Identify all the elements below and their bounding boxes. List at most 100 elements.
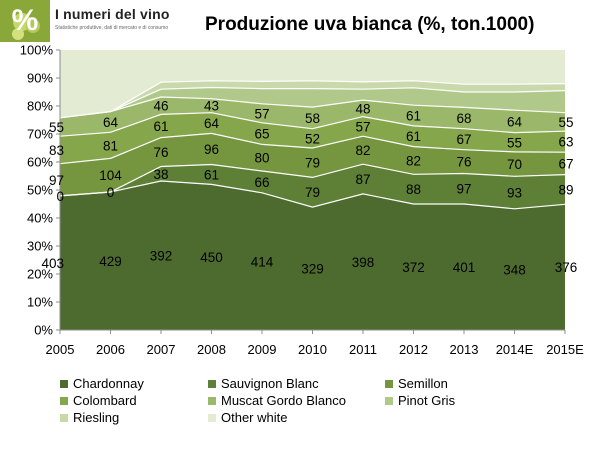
data-label-chardonnay: 401 <box>453 260 476 275</box>
boundary-line-riesling <box>59 80 566 119</box>
legend-item-sauvignon-blanc: Sauvignon Blanc <box>208 376 319 391</box>
area-semillon <box>60 133 565 196</box>
data-label-colombard: 81 <box>103 138 118 153</box>
series-boundary-lines <box>59 80 566 210</box>
legend-label: Muscat Gordo Blanco <box>221 393 347 408</box>
x-tick-label: 2014E <box>496 342 534 357</box>
data-label-colombard: 55 <box>507 135 522 150</box>
data-label-sauvignon-blanc: 89 <box>558 182 573 197</box>
legend-swatch <box>208 396 216 405</box>
legend-swatch <box>60 413 68 422</box>
data-label-sauvignon-blanc: 61 <box>204 167 219 182</box>
data-label-chardonnay: 403 <box>41 256 64 271</box>
y-tick-label: 40% <box>27 211 53 226</box>
data-label-semillon: 76 <box>153 145 168 160</box>
logo-subtitle: Statistiche produttive, dati di mercato … <box>55 25 169 31</box>
legend-label: Semillon <box>398 376 448 391</box>
y-tick-label: 60% <box>27 155 53 170</box>
data-label-chardonnay: 414 <box>251 254 274 269</box>
data-label-colombard: 61 <box>406 129 421 144</box>
legend-swatch <box>60 379 68 388</box>
data-label-muscat-gordo-blanco: 57 <box>254 106 269 121</box>
stacked-area-chart: 0% 10% 20% 30% 40% 50% 60% 70% 80% 90% 100% 2005 200… <box>20 43 584 358</box>
y-tick-label: 80% <box>27 99 53 114</box>
legend-item-other-white: Other white <box>208 410 287 425</box>
data-label-colombard: 67 <box>456 132 471 147</box>
boundary-line-muscat-gordo-blanco <box>59 96 566 119</box>
x-tick-label: 2013 <box>450 342 479 357</box>
boundary-line-chardonnay <box>59 180 566 210</box>
chart-title: Produzione uva bianca (%, ton.1000) <box>205 14 535 35</box>
legend-label: Colombard <box>73 393 137 408</box>
area-chardonnay <box>60 181 565 330</box>
boundary-line-colombard <box>59 112 566 137</box>
y-tick-label: 70% <box>27 127 53 142</box>
x-tick-label: 2005 <box>46 342 75 357</box>
data-label-muscat-gordo-blanco: 61 <box>406 109 421 124</box>
data-label-sauvignon-blanc: 88 <box>406 182 421 197</box>
data-label-chardonnay: 348 <box>503 262 526 277</box>
boundary-line-pinot-gris <box>59 86 566 119</box>
data-label-semillon: 67 <box>558 156 573 171</box>
x-tick-label: 2007 <box>147 342 176 357</box>
data-label-sauvignon-blanc: 0 <box>56 189 64 204</box>
area-sauvignon-blanc <box>60 164 565 209</box>
legend-item-colombard: Colombard <box>60 393 137 408</box>
data-label-muscat-gordo-blanco: 64 <box>507 114 523 129</box>
legend-swatch <box>208 413 216 422</box>
data-label-colombard: 65 <box>254 127 269 142</box>
legend-swatch <box>385 396 393 405</box>
data-label-colombard: 52 <box>305 131 320 146</box>
data-label-semillon: 80 <box>254 151 269 166</box>
logo: % I numeri del vino Statistiche produtti… <box>0 0 170 42</box>
x-tick-label: 2015E <box>546 342 584 357</box>
data-label-sauvignon-blanc: 87 <box>355 172 370 187</box>
data-label-chardonnay: 376 <box>555 260 578 275</box>
data-label-muscat-gordo-blanco: 55 <box>558 115 573 130</box>
data-label-chardonnay: 450 <box>200 250 223 265</box>
data-label-colombard: 63 <box>558 135 573 150</box>
data-label-semillon: 76 <box>456 155 471 170</box>
y-tick-label: 0% <box>34 323 53 338</box>
data-label-muscat-gordo-blanco: 46 <box>153 99 168 114</box>
data-label-semillon: 104 <box>99 168 122 183</box>
data-label-sauvignon-blanc: 93 <box>507 186 522 201</box>
legend-label: Pinot Gris <box>398 393 456 408</box>
boundary-line-sauvignon-blanc <box>59 163 566 197</box>
data-label-sauvignon-blanc: 66 <box>254 175 269 190</box>
data-label-semillon: 82 <box>406 153 421 168</box>
axes: 0% 10% 20% 30% 40% 50% 60% 70% 80% 90% 100% 2005 200… <box>20 43 584 358</box>
area-colombard <box>60 112 565 164</box>
legend-swatch <box>60 396 68 405</box>
data-label-colombard: 57 <box>355 119 370 134</box>
y-tick-label: 100% <box>20 43 54 58</box>
data-label-sauvignon-blanc: 38 <box>153 167 168 182</box>
logo-title: I numeri del vino <box>55 6 170 22</box>
y-tick-label: 10% <box>27 295 53 310</box>
data-label-semillon: 96 <box>204 142 219 157</box>
data-label-muscat-gordo-blanco: 48 <box>355 101 370 116</box>
area-other-white <box>60 50 565 118</box>
data-label-chardonnay: 372 <box>402 260 425 275</box>
data-label-muscat-gordo-blanco: 68 <box>456 111 471 126</box>
data-label-muscat-gordo-blanco: 64 <box>103 115 119 130</box>
data-label-colombard: 83 <box>49 143 64 158</box>
grape-percent-logo-icon: % <box>0 0 50 42</box>
legend-item-pinot-gris: Pinot Gris <box>385 393 455 408</box>
legend-label: Chardonnay <box>73 376 144 391</box>
x-tick-label: 2009 <box>248 342 277 357</box>
legend-item-chardonnay: Chardonnay <box>60 376 144 391</box>
x-tick-label: 2012 <box>399 342 428 357</box>
x-tick-label: 2008 <box>197 342 226 357</box>
svg-text:%: % <box>12 4 39 37</box>
legend-label: Other white <box>221 410 288 425</box>
area-pinot-gris <box>60 87 565 118</box>
data-label-sauvignon-blanc: 97 <box>456 182 471 197</box>
y-tick-label: 90% <box>27 71 53 86</box>
legend-item-riesling: Riesling <box>60 410 119 425</box>
y-tick-label: 20% <box>27 267 53 282</box>
legend-item-semillon: Semillon <box>385 376 448 391</box>
legend-swatch <box>208 379 216 388</box>
boundary-line-semillon <box>59 132 566 165</box>
data-label-chardonnay: 398 <box>352 255 375 270</box>
